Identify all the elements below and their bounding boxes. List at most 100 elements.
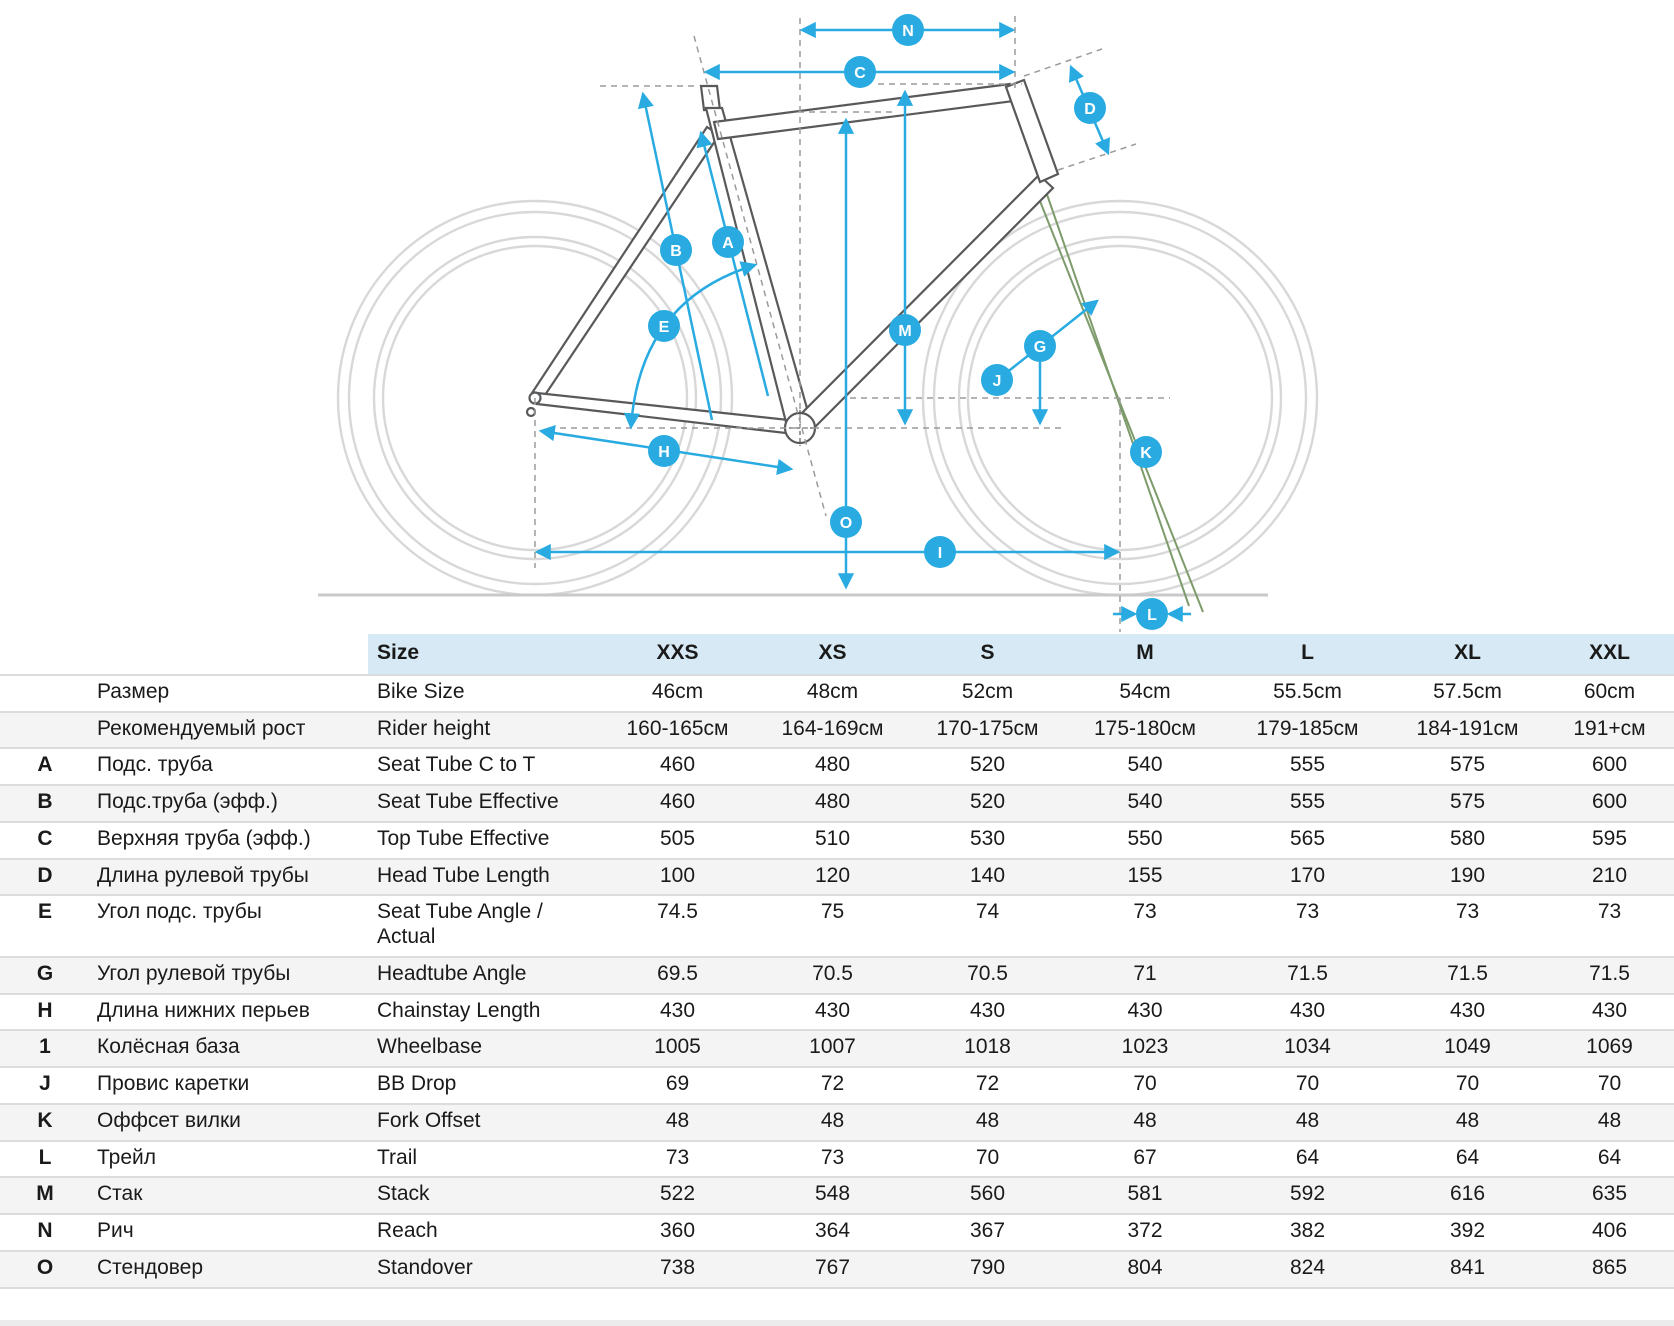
row-letter: C: [37, 826, 53, 850]
row-value: 48: [820, 1108, 845, 1132]
row-value: 48: [1295, 1108, 1320, 1132]
row-value: 71.5: [1589, 961, 1630, 985]
row-value: 70: [1295, 1072, 1320, 1096]
row-value: 170: [1289, 863, 1326, 887]
row-value: 430: [1449, 998, 1486, 1022]
row-value: 767: [814, 1256, 851, 1280]
row-value: 70: [1455, 1072, 1480, 1096]
table-row: 1 Колёсная база Wheelbase 1005 1007 1018 1023 1…: [0, 1030, 1674, 1068]
row-value: 430: [814, 998, 851, 1022]
headtube-top-ext-dashed: [1023, 48, 1103, 77]
row-value: 1023: [1121, 1035, 1169, 1059]
row-value: 140: [969, 863, 1006, 887]
row-name-english: Seat Tube Angle / Actual: [377, 900, 543, 949]
row-value: 57.5cm: [1433, 679, 1502, 703]
row-name-english: Seat Tube C to T: [377, 753, 536, 777]
row-name-russian: Угол подс. трубы: [97, 900, 262, 924]
row-value: 865: [1591, 1256, 1628, 1280]
row-value: 540: [1127, 790, 1163, 814]
dimension-arrows: [534, 21, 1191, 623]
row-value: 540: [1127, 753, 1163, 777]
row-name-english: Head Tube Length: [377, 863, 550, 887]
seatpost: [699, 84, 722, 112]
table-row: O Стендовер Standover 738 767 790 804 824 841 865: [0, 1251, 1674, 1288]
row-letter: G: [36, 961, 54, 985]
row-value: 616: [1449, 1182, 1486, 1206]
row-letter: B: [37, 790, 53, 814]
header-empty-russian: [90, 634, 368, 675]
svg-text:N: N: [902, 23, 914, 40]
table-row: D Длина рулевой трубы Head Tube Length 100 1…: [0, 858, 1674, 896]
row-value: 1049: [1444, 1035, 1491, 1059]
svg-text:M: M: [898, 323, 911, 340]
row-value: 520: [969, 790, 1006, 814]
row-value: 60cm: [1583, 679, 1636, 703]
row-value: 372: [1127, 1219, 1163, 1243]
svg-text:J: J: [993, 373, 1002, 390]
row-value: 430: [969, 998, 1006, 1022]
row-value: 480: [814, 790, 851, 814]
row-value: 70.5: [812, 961, 853, 985]
row-value: 72: [975, 1072, 1000, 1096]
table-row: G Угол рулевой трубы Headtube Angle 69.5 70.…: [0, 956, 1674, 994]
badge-C: C: [844, 56, 876, 88]
row-value: 367: [969, 1219, 1006, 1243]
table-row: C Верхняя труба (эфф.) Top Tube Effective 5…: [0, 821, 1674, 859]
row-value: 164-169см: [781, 716, 884, 740]
row-letter: [0, 675, 90, 712]
table-row: N Рич Reach 360 364 367 372 382 392 406: [0, 1214, 1674, 1251]
geometry-table: Size XXS XS S M L XL XXL Размер Bike Size…: [0, 634, 1674, 1289]
row-value: 1007: [809, 1035, 856, 1059]
header-empty-letter: [0, 634, 90, 675]
row-value: 530: [969, 826, 1006, 850]
svg-text:B: B: [670, 243, 682, 260]
row-value: 73: [820, 1145, 845, 1169]
row-value: 54cm: [1119, 679, 1171, 703]
fork-blade-line: [1033, 185, 1204, 613]
badge-H: H: [648, 435, 680, 467]
row-value: 635: [1591, 1182, 1628, 1206]
row-name-english: Trail: [377, 1145, 418, 1169]
badge-J: J: [981, 364, 1013, 396]
row-value: 430: [1289, 998, 1326, 1022]
row-value: 382: [1289, 1219, 1326, 1243]
row-value: 790: [969, 1256, 1006, 1280]
row-name-russian: Длина нижних перьев: [97, 998, 310, 1022]
row-value: 64: [1455, 1145, 1480, 1169]
row-name-russian: Оффсет вилки: [97, 1108, 241, 1132]
row-value: 392: [1449, 1219, 1486, 1243]
row-letter: E: [37, 900, 52, 924]
badge-K: K: [1130, 436, 1162, 468]
fork-steering-axis-lines: [1033, 179, 1204, 613]
row-value: 70: [1597, 1072, 1622, 1096]
row-value: 71.5: [1447, 961, 1488, 985]
row-value: 1005: [654, 1035, 701, 1059]
seat-tube: [704, 106, 814, 432]
row-value: 100: [659, 863, 696, 887]
row-name-english: Fork Offset: [377, 1108, 481, 1132]
header-col-xl: XL: [1390, 634, 1545, 675]
table-row: K Оффсет вилки Fork Offset 48 48 48 48 48 48 48: [0, 1103, 1674, 1141]
row-value: 480: [814, 753, 851, 777]
row-value: 575: [1449, 790, 1486, 814]
row-letter: A: [37, 753, 53, 777]
row-value: 179-185см: [1256, 716, 1359, 740]
row-value: 460: [659, 790, 696, 814]
row-value: 69: [665, 1072, 690, 1096]
table-row: B Подс.труба (эфф.) Seat Tube Effective 460…: [0, 785, 1674, 822]
row-letter: J: [39, 1072, 51, 1096]
badge-D: D: [1074, 92, 1106, 124]
row-value: 430: [659, 998, 696, 1022]
row-letter: K: [37, 1108, 53, 1132]
row-name-english: Chainstay Length: [377, 998, 541, 1022]
row-value: 190: [1449, 863, 1486, 887]
row-value: 460: [659, 753, 696, 777]
row-value: 430: [1127, 998, 1163, 1022]
row-value: 70.5: [967, 961, 1008, 985]
row-name-english: Wheelbase: [377, 1035, 483, 1059]
row-value: 67: [1133, 1145, 1157, 1169]
headtube-bottom-ext-dashed: [1057, 143, 1137, 171]
row-value: 364: [814, 1219, 851, 1243]
row-name-russian: Рич: [97, 1219, 134, 1243]
row-value: 1069: [1586, 1035, 1633, 1059]
